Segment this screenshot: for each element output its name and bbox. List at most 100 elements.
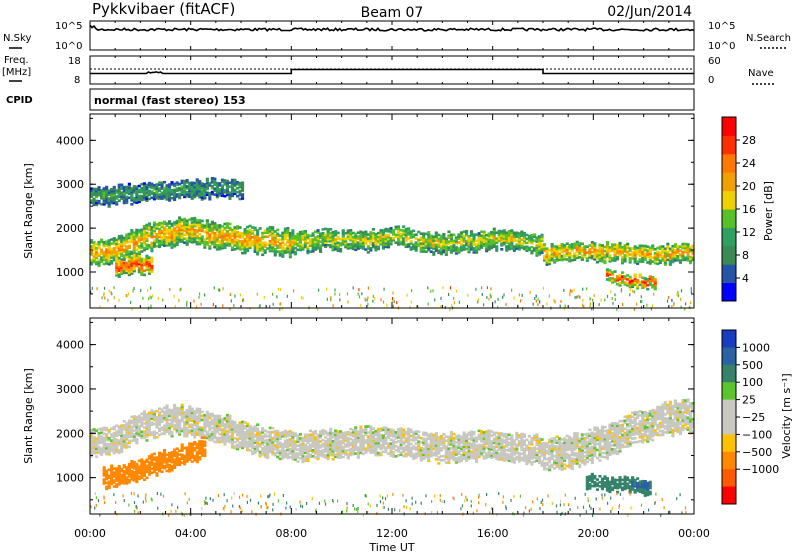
heatmap-cell <box>165 244 169 247</box>
heatmap-cell <box>288 440 292 443</box>
heatmap-cell <box>296 242 300 246</box>
heatmap-cell <box>195 407 199 411</box>
heatmap-cell <box>427 451 431 454</box>
heatmap-cell <box>95 439 99 442</box>
heatmap-cell <box>291 457 295 461</box>
heatmap-cell <box>163 186 167 190</box>
heatmap-cell <box>397 450 401 453</box>
heatmap-cell <box>563 244 567 247</box>
heatmap-cell <box>241 236 245 239</box>
heatmap-cell <box>417 244 421 248</box>
heatmap-cell <box>165 420 169 423</box>
heatmap-cell <box>117 246 121 250</box>
heatmap-cell <box>359 433 363 437</box>
heatmap-cell <box>676 249 680 252</box>
heatmap-cell <box>180 405 184 409</box>
heatmap-cell <box>288 432 292 435</box>
heatmap-cell <box>470 240 474 243</box>
heatmap-cell <box>228 244 232 247</box>
heatmap-cell <box>500 238 504 241</box>
heatmap-cell <box>439 443 443 446</box>
heatmap-cell <box>472 444 476 448</box>
heatmap-cell <box>447 236 451 239</box>
heatmap-cell <box>120 191 124 194</box>
heatmap-cell <box>467 246 471 250</box>
heatmap-cell <box>354 438 358 441</box>
heatmap-cell <box>326 453 330 457</box>
heatmap-cell <box>286 440 290 444</box>
heatmap-cell <box>188 405 192 408</box>
heatmap-cell <box>228 434 232 438</box>
heatmap-cell <box>195 184 199 187</box>
heatmap-cell <box>243 441 247 444</box>
heatmap-cell <box>127 439 131 443</box>
heatmap-cell <box>306 439 310 443</box>
colorbar-tick-label: 24 <box>742 157 756 170</box>
heatmap-cell <box>306 435 310 439</box>
heatmap-cell <box>319 236 323 240</box>
heatmap-cell <box>203 421 207 425</box>
heatmap-cell <box>671 258 675 262</box>
heatmap-cell <box>95 191 99 195</box>
heatmap-cell <box>150 243 154 247</box>
heatmap-cell <box>414 233 418 236</box>
heatmap-cell <box>507 241 511 245</box>
heatmap-cell <box>512 235 516 238</box>
heatmap-cell <box>384 241 388 245</box>
heatmap-cell <box>210 224 214 228</box>
heatmap-cell <box>95 445 99 448</box>
heatmap-cell <box>251 442 255 446</box>
heatmap-cell <box>358 295 361 299</box>
heatmap-cell <box>147 429 151 433</box>
heatmap-cell <box>105 446 109 450</box>
heatmap-cell <box>102 450 106 454</box>
heatmap-cell <box>487 455 491 458</box>
heatmap-cell <box>223 222 227 226</box>
heatmap-cell <box>467 293 469 297</box>
heatmap-cell <box>273 434 277 437</box>
heatmap-cell <box>427 244 431 248</box>
heatmap-cell <box>251 444 255 448</box>
heatmap-cell <box>183 181 187 185</box>
heatmap-cell <box>517 242 521 245</box>
heatmap-cell <box>145 435 149 438</box>
heatmap-cell <box>145 187 149 191</box>
heatmap-cell <box>225 435 229 439</box>
heatmap-cell <box>268 434 272 438</box>
heatmap-cell <box>225 232 229 235</box>
heatmap-cell <box>185 181 189 184</box>
heatmap-cell <box>140 420 144 424</box>
heatmap-cell <box>127 431 131 435</box>
heatmap-cell <box>291 250 295 254</box>
heatmap-cell <box>427 453 431 456</box>
heatmap-cell <box>648 252 652 255</box>
heatmap-cell <box>467 239 471 242</box>
heatmap-cell <box>344 245 348 249</box>
heatmap-cell <box>465 433 469 436</box>
heatmap-cell <box>582 299 584 302</box>
heatmap-cell <box>273 453 277 457</box>
heatmap-cell <box>158 235 162 239</box>
heatmap-cell <box>193 234 197 238</box>
heatmap-cell <box>505 237 509 240</box>
heatmap-cell <box>671 305 673 308</box>
heatmap-cell <box>230 436 234 439</box>
heatmap-cell <box>198 236 202 240</box>
heatmap-cell <box>376 429 380 433</box>
heatmap-cell <box>689 257 693 261</box>
heatmap-cell <box>215 416 219 420</box>
heatmap-cell <box>228 440 232 444</box>
heatmap-cell <box>218 438 222 442</box>
heatmap-cell <box>137 237 141 240</box>
heatmap-cell <box>520 244 524 247</box>
heatmap-cell <box>243 431 247 434</box>
heatmap-cell <box>439 250 443 254</box>
heatmap-cell <box>278 234 282 237</box>
heatmap-cell <box>115 262 119 265</box>
heatmap-cell <box>236 439 240 443</box>
heatmap-cell <box>213 193 217 196</box>
heatmap-cell <box>384 442 388 446</box>
heatmap-cell <box>381 426 385 430</box>
heatmap-cell <box>218 426 222 430</box>
heatmap-cell <box>301 234 305 237</box>
